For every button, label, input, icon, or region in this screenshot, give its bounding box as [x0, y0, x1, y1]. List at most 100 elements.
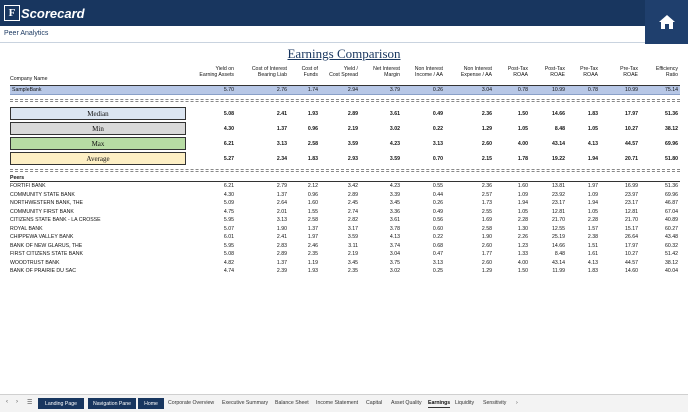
header-col-8: Post-Tax ROAA [468, 66, 528, 79]
peer-cell: 51.42 [665, 251, 678, 257]
stat-cell: 0.49 [432, 111, 443, 117]
stat-cell: 1.29 [481, 126, 492, 132]
subject-bank-cell: 3.04 [481, 87, 492, 93]
stat-cell: 1.83 [587, 111, 598, 117]
stat-cell: 8.48 [554, 126, 565, 132]
peer-cell: 2.74 [347, 208, 358, 215]
tab-more-icon[interactable]: › [516, 400, 518, 406]
peer-cell: 1.97 [587, 183, 598, 189]
tab-executive-summary[interactable]: Executive Summary [222, 400, 269, 406]
table-row: NORTHWESTERN BANK, THE 5.09 2.64 1.60 2.45 3.… [10, 200, 680, 208]
peer-cell: 5.08 [223, 251, 234, 257]
header-col-3: Cost of Funds [258, 66, 318, 79]
peer-cell: 3.02 [389, 268, 400, 274]
peer-cell: 3.61 [389, 217, 400, 223]
stat-row-max: 6.21 3.13 2.58 3.59 4.23 3.13 2.60 4.00 43.14 4.1… [10, 141, 680, 149]
tab-next-icon[interactable]: › [16, 399, 18, 405]
header-col-6: Non Interest Income / AA [383, 66, 443, 79]
header-col-12: Efficiency Ratio [618, 66, 678, 79]
peer-cell: 13.81 [552, 183, 565, 189]
peer-cell: 2.60 [481, 242, 492, 249]
peer-cell: 1.30 [517, 225, 528, 232]
subject-bank-cell: 1.74 [307, 87, 318, 93]
logo-text: Scorecard [21, 5, 85, 21]
stat-cell: 2.15 [481, 156, 492, 162]
header-text: Non Interest [463, 66, 492, 72]
home-button[interactable] [645, 0, 688, 44]
peer-cell: 0.26 [432, 200, 443, 206]
header-divider [10, 85, 680, 86]
peer-name: FORTIFI BANK [10, 183, 46, 189]
peer-cell: 3.39 [389, 191, 400, 198]
tab-liquidity[interactable]: Liquidity [455, 400, 475, 406]
peer-cell: 1.19 [307, 259, 318, 266]
tab-navigation-pane[interactable]: Navigation Pane [88, 398, 136, 409]
stat-label-median: Median [10, 107, 186, 120]
header-text: Bearing Liab [257, 72, 287, 79]
stat-label-max: Max [10, 137, 186, 150]
home-icon [658, 15, 675, 29]
peer-cell: 4.13 [389, 234, 400, 240]
peer-cell: 4.74 [223, 268, 234, 274]
peer-cell: 21.70 [625, 217, 638, 223]
tab-home[interactable]: Home [138, 398, 164, 409]
peer-cell: 1.60 [307, 200, 318, 206]
tab-income-statement[interactable]: Income Statement [316, 400, 359, 406]
peer-cell: 69.96 [665, 191, 678, 198]
peer-cell: 1.37 [276, 259, 287, 266]
stat-cell: 0.22 [432, 126, 443, 132]
tab-prev-icon[interactable]: ‹ [6, 399, 8, 405]
stat-cell: 1.78 [517, 156, 528, 162]
peer-cell: 14.60 [625, 268, 638, 274]
header-text: Margin [384, 72, 400, 79]
subject-bank-cell: 0.26 [432, 87, 443, 93]
peer-cell: 2.19 [347, 251, 358, 257]
tab-list-icon[interactable]: ☰ [27, 400, 33, 406]
header-col-7: Non Interest Expense / AA [432, 66, 492, 79]
peer-cell: 3.42 [347, 183, 358, 189]
header-text: Pre-Tax [620, 66, 638, 72]
peer-cell: 5.95 [223, 242, 234, 249]
tab-sensitivity[interactable]: Sensitivity [483, 400, 507, 406]
peer-cell: 2.01 [276, 208, 287, 215]
tab-earnings[interactable]: Earnings [428, 400, 451, 408]
peer-cell: 60.32 [665, 242, 678, 249]
peer-cell: 5.95 [223, 217, 234, 223]
page-title: Earnings Comparison [287, 46, 401, 61]
peer-cell: 2.60 [481, 259, 492, 266]
stat-cell: 3.59 [389, 156, 400, 162]
tab-landing-page[interactable]: Landing Page [38, 398, 84, 409]
header-text: Net Interest [373, 66, 400, 72]
stat-cell: 5.08 [223, 111, 234, 117]
peer-cell: 0.25 [432, 268, 443, 274]
stat-cell: 4.30 [223, 126, 234, 132]
peer-cell: 2.35 [347, 268, 358, 274]
subject-bank-cell: 5.70 [223, 87, 234, 93]
peer-cell: 12.81 [552, 208, 565, 215]
peer-cell: 2.38 [587, 234, 598, 240]
peer-cell: 0.49 [432, 208, 443, 215]
tab-corporate-overview[interactable]: Corporate Overview [168, 400, 215, 406]
header-text: Expense / AA [460, 72, 492, 79]
peer-cell: 3.17 [347, 225, 358, 232]
app-header: F Scorecard [0, 0, 688, 26]
peer-cell: 1.61 [587, 251, 598, 257]
peer-cell: 3.45 [347, 259, 358, 266]
tab-balance-sheet[interactable]: Balance Sheet [275, 400, 309, 406]
peer-cell: 1.05 [517, 208, 528, 215]
header-col-4: Yield / Cost Spread [298, 66, 358, 79]
dashed-divider [10, 101, 680, 102]
table-row: CITIZENS STATE BANK - LA CROSSE 5.95 3.13 2… [10, 217, 680, 225]
stat-cell: 2.41 [276, 111, 287, 117]
peer-cell: 23.92 [552, 191, 565, 198]
peer-cell: 0.55 [432, 183, 443, 189]
peer-cell: 2.57 [481, 191, 492, 198]
stat-cell: 3.13 [276, 141, 287, 147]
table-row: WOODTRUST BANK 4.82 1.37 1.19 3.45 3.75 3.13 2.… [10, 260, 680, 268]
peer-cell: 1.94 [517, 200, 528, 206]
tab-capital[interactable]: Capital [366, 400, 383, 406]
peer-cell: 3.13 [276, 217, 287, 223]
dashed-divider [10, 171, 680, 172]
peer-cell: 4.75 [223, 208, 234, 215]
tab-asset-quality[interactable]: Asset Quality [391, 400, 422, 406]
